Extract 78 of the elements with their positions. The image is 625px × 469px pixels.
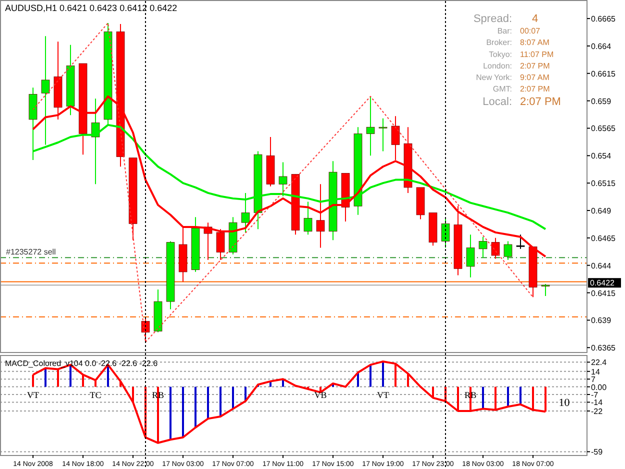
y-tick-label: 0.659	[591, 96, 612, 106]
bar	[532, 386, 534, 410]
candlestick	[304, 201, 312, 236]
y-tick-label: 22.4	[591, 358, 608, 368]
candlestick	[491, 237, 500, 260]
annotation: 00:07	[520, 26, 541, 36]
y-tick-label: 0.6515	[591, 179, 616, 188]
candlestick	[541, 283, 550, 297]
annotation: VT	[377, 390, 390, 400]
bar	[107, 364, 109, 387]
bar	[482, 386, 484, 409]
y-tick-label: -22	[591, 407, 604, 416]
bar	[220, 386, 222, 416]
ref-line-label: #1235272 sell	[6, 248, 56, 257]
y-tick-label: 0.6615	[591, 69, 616, 78]
annotation: 2:07 PM	[520, 96, 561, 108]
y-tick-label: 0.6565	[591, 124, 616, 134]
bar	[94, 380, 96, 387]
bar	[507, 386, 509, 407]
bar	[207, 386, 209, 419]
text: 10	[558, 397, 570, 410]
annotation: New York:	[476, 73, 512, 82]
candlestick	[478, 236, 488, 258]
annotation: Bar:	[497, 26, 512, 36]
annotation: Tokyo:	[488, 50, 512, 59]
y-tick-label: 14	[591, 367, 600, 376]
annotation: 8:07 AM	[520, 38, 550, 48]
annotation: TC	[90, 390, 102, 400]
annotation: Spread:	[473, 13, 512, 25]
y-tick-label: 0.6465	[591, 234, 616, 243]
annotation: Local:	[482, 96, 512, 108]
annotation: 2:07 PM	[520, 84, 550, 94]
annotation: London:	[483, 61, 512, 70]
y-tick-label: 0.6415	[591, 288, 616, 298]
y-tick-label: 0.6665	[591, 14, 616, 24]
bar	[370, 364, 372, 387]
candlestick	[466, 234, 475, 278]
annotation: 4	[532, 13, 538, 25]
y-tick-label: 0.664	[591, 42, 612, 51]
annotation: 11:07 PM	[520, 50, 554, 59]
y-tick-label: 0.6365	[591, 344, 616, 353]
candlestick	[504, 240, 512, 260]
bar	[182, 386, 184, 438]
annotation: VT	[27, 390, 40, 400]
y-tick-label: 0.654	[591, 152, 612, 161]
bar	[457, 386, 459, 411]
bar	[394, 364, 396, 387]
y-tick-label: 0.00	[591, 382, 608, 392]
chart-title: AUDUSD,H1 0.6421 0.6423 0.6412 0.6422	[5, 3, 178, 13]
ref-line-label: 0.6422	[590, 278, 616, 288]
y-tick-label: -59	[591, 448, 604, 457]
annotation: Broker:	[486, 38, 512, 48]
bar	[232, 386, 234, 409]
bar	[57, 369, 59, 387]
y-tick-label: 7	[591, 375, 596, 384]
y-tick-label: 0.639	[591, 316, 612, 326]
bar	[170, 386, 172, 440]
bar	[382, 362, 384, 387]
annotation: 9:07 AM	[520, 73, 550, 82]
candlestick	[516, 234, 525, 250]
candlestick	[378, 118, 388, 152]
y-tick-label: -7	[591, 390, 599, 400]
candlestick	[278, 162, 288, 197]
annotation: 2:07 PM	[520, 61, 550, 70]
annotation: GMT:	[492, 84, 512, 94]
y-tick-label: 0.644	[591, 261, 612, 270]
bar	[70, 364, 72, 387]
annotation: VB	[314, 390, 327, 400]
candlestick	[391, 116, 400, 161]
y-tick-label: -14	[591, 398, 604, 408]
y-tick-label: 0.649	[591, 206, 612, 216]
bar	[44, 368, 46, 387]
bar	[520, 386, 522, 404]
bar	[494, 386, 496, 410]
candlestick	[366, 96, 375, 156]
candlestick	[316, 184, 325, 248]
bar	[194, 386, 196, 428]
bar	[82, 374, 84, 387]
